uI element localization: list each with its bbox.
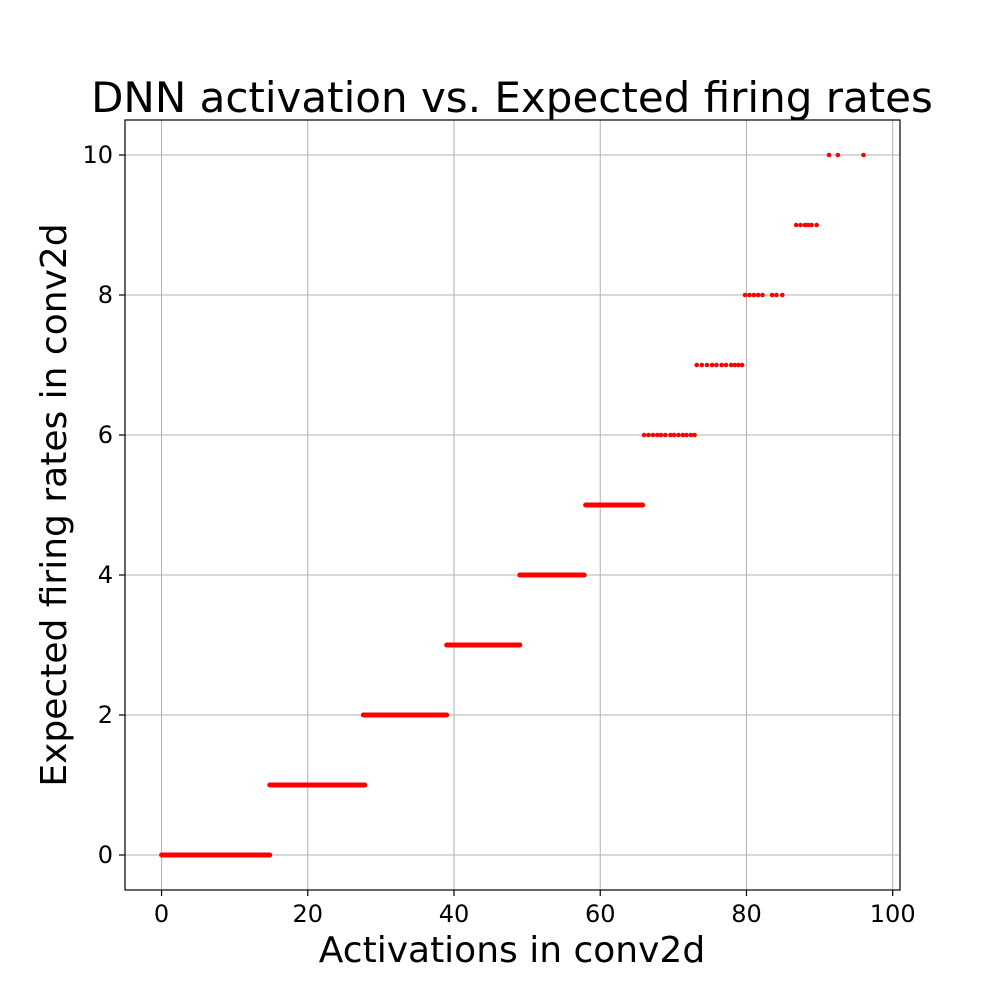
data-point	[676, 432, 681, 438]
x-tick-label: 40	[439, 900, 470, 928]
y-tick-label: 6	[98, 421, 113, 449]
data-point	[668, 432, 673, 438]
y-tick-label: 10	[82, 141, 113, 169]
data-point	[641, 432, 647, 438]
data-point	[654, 432, 660, 438]
data-point	[760, 292, 765, 298]
x-tick-label: 20	[293, 900, 324, 928]
data-point	[719, 362, 724, 368]
y-tick-label: 8	[98, 281, 113, 309]
y-tick-label: 2	[98, 701, 113, 729]
data-point	[861, 152, 866, 158]
chart-title: DNN activation vs. Expected firing rates	[91, 73, 933, 122]
data-point	[747, 292, 752, 298]
data-point	[814, 222, 819, 228]
data-point	[826, 152, 832, 158]
data-point	[680, 432, 686, 438]
data-point	[779, 292, 785, 298]
data-points	[159, 152, 866, 858]
x-axis-label: Activations in conv2d	[319, 930, 705, 971]
data-point	[663, 432, 668, 438]
data-point	[755, 292, 761, 298]
data-point	[774, 292, 779, 298]
plot-frame	[124, 119, 901, 891]
x-tick-label: 60	[585, 900, 616, 928]
x-tick-label: 100	[870, 900, 916, 928]
data-point	[809, 222, 814, 228]
grid-lines	[125, 120, 900, 890]
axis-ticks: 0 20 40 60 80 100 0 2 4 6 8 10	[82, 141, 915, 928]
data-point	[692, 432, 697, 438]
data-point	[769, 292, 775, 298]
data-point	[671, 432, 677, 438]
data-point	[688, 432, 694, 438]
data-point	[736, 362, 741, 368]
x-tick-label: 0	[154, 900, 169, 928]
data-point	[793, 222, 799, 228]
data-point	[646, 432, 651, 438]
data-point	[798, 222, 803, 228]
data-point	[732, 362, 738, 368]
data-point	[714, 362, 719, 368]
data-point	[709, 362, 715, 368]
data-point	[694, 362, 700, 368]
x-tick-label: 80	[731, 900, 762, 928]
data-point	[751, 292, 757, 298]
data-point	[805, 222, 811, 228]
y-tick-label: 0	[98, 841, 113, 869]
y-tick-label: 4	[98, 561, 113, 589]
data-point	[704, 362, 710, 368]
data-point	[684, 432, 689, 438]
data-point	[650, 432, 656, 438]
data-point	[658, 432, 664, 438]
y-axis-label: Expected firing rates in conv2d	[34, 223, 75, 786]
data-point	[728, 362, 734, 368]
data-point	[739, 362, 745, 368]
data-point	[742, 292, 748, 298]
data-point	[699, 362, 705, 368]
data-point	[835, 152, 841, 158]
data-point	[723, 362, 729, 368]
